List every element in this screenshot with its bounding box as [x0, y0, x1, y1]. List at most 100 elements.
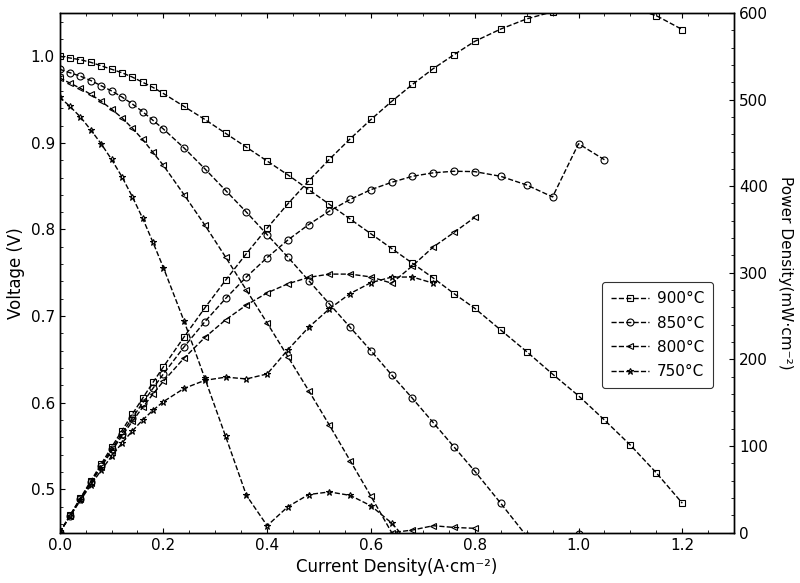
900°C: [626, 442, 635, 449]
850°C: [408, 395, 418, 402]
X-axis label: Current Density(A·cm⁻²): Current Density(A·cm⁻²): [296, 558, 498, 576]
900°C: [158, 90, 168, 97]
900°C: [574, 392, 583, 399]
750°C: [242, 492, 251, 499]
900°C: [470, 305, 479, 312]
800°C: [127, 125, 137, 132]
750°C: [262, 522, 272, 529]
750°C: [65, 103, 74, 110]
750°C: [179, 318, 189, 325]
750°C: [158, 264, 168, 271]
800°C: [106, 106, 116, 113]
Line: 750°C: 750°C: [56, 93, 437, 580]
800°C: [387, 529, 397, 536]
850°C: [75, 73, 85, 80]
850°C: [429, 419, 438, 426]
800°C: [325, 422, 334, 429]
850°C: [86, 77, 95, 84]
800°C: [408, 526, 418, 533]
850°C: [262, 231, 272, 238]
800°C: [242, 287, 251, 294]
800°C: [55, 75, 65, 82]
Y-axis label: Power Density(mW·cm⁻²): Power Density(mW·cm⁻²): [778, 176, 793, 370]
900°C: [96, 62, 106, 69]
900°C: [200, 116, 210, 123]
800°C: [65, 80, 74, 87]
Legend: 900°C, 850°C, 800°C, 750°C: 900°C, 850°C, 800°C, 750°C: [602, 282, 713, 388]
900°C: [221, 130, 230, 137]
850°C: [96, 82, 106, 89]
800°C: [221, 254, 230, 261]
850°C: [470, 468, 479, 475]
850°C: [387, 371, 397, 378]
750°C: [75, 113, 85, 120]
750°C: [346, 492, 355, 499]
800°C: [200, 222, 210, 229]
900°C: [429, 275, 438, 282]
850°C: [65, 69, 74, 76]
800°C: [262, 319, 272, 326]
750°C: [148, 239, 158, 246]
900°C: [325, 201, 334, 208]
850°C: [574, 530, 583, 537]
850°C: [283, 254, 293, 261]
800°C: [366, 493, 376, 500]
750°C: [304, 491, 314, 498]
Line: 900°C: 900°C: [56, 53, 686, 507]
800°C: [158, 162, 168, 169]
800°C: [470, 525, 479, 532]
900°C: [449, 290, 458, 297]
850°C: [304, 277, 314, 284]
850°C: [117, 93, 126, 100]
750°C: [86, 127, 95, 134]
900°C: [366, 230, 376, 237]
800°C: [148, 149, 158, 156]
750°C: [221, 433, 230, 440]
900°C: [262, 157, 272, 164]
850°C: [200, 166, 210, 173]
800°C: [449, 524, 458, 531]
750°C: [325, 489, 334, 496]
Line: 850°C: 850°C: [56, 66, 608, 573]
750°C: [106, 156, 116, 163]
750°C: [408, 543, 418, 550]
900°C: [86, 59, 95, 66]
750°C: [127, 193, 137, 200]
750°C: [138, 215, 147, 222]
850°C: [179, 145, 189, 152]
Line: 800°C: 800°C: [56, 75, 478, 536]
750°C: [200, 375, 210, 382]
850°C: [449, 444, 458, 451]
900°C: [522, 348, 531, 355]
850°C: [221, 187, 230, 194]
Y-axis label: Voltage (V): Voltage (V): [7, 227, 25, 319]
750°C: [366, 503, 376, 510]
800°C: [283, 353, 293, 360]
900°C: [387, 245, 397, 252]
850°C: [148, 117, 158, 124]
900°C: [651, 469, 661, 476]
800°C: [346, 457, 355, 464]
850°C: [325, 300, 334, 307]
900°C: [408, 260, 418, 267]
750°C: [117, 173, 126, 180]
850°C: [55, 66, 65, 73]
850°C: [600, 564, 610, 571]
800°C: [429, 522, 438, 529]
850°C: [158, 125, 168, 132]
850°C: [522, 533, 531, 540]
900°C: [283, 171, 293, 178]
900°C: [179, 103, 189, 110]
900°C: [148, 84, 158, 91]
850°C: [346, 324, 355, 331]
850°C: [242, 209, 251, 216]
850°C: [366, 347, 376, 354]
900°C: [117, 69, 126, 76]
900°C: [75, 56, 85, 63]
850°C: [106, 87, 116, 94]
750°C: [429, 573, 438, 580]
750°C: [387, 519, 397, 526]
850°C: [496, 500, 506, 507]
800°C: [179, 191, 189, 198]
900°C: [106, 66, 116, 73]
